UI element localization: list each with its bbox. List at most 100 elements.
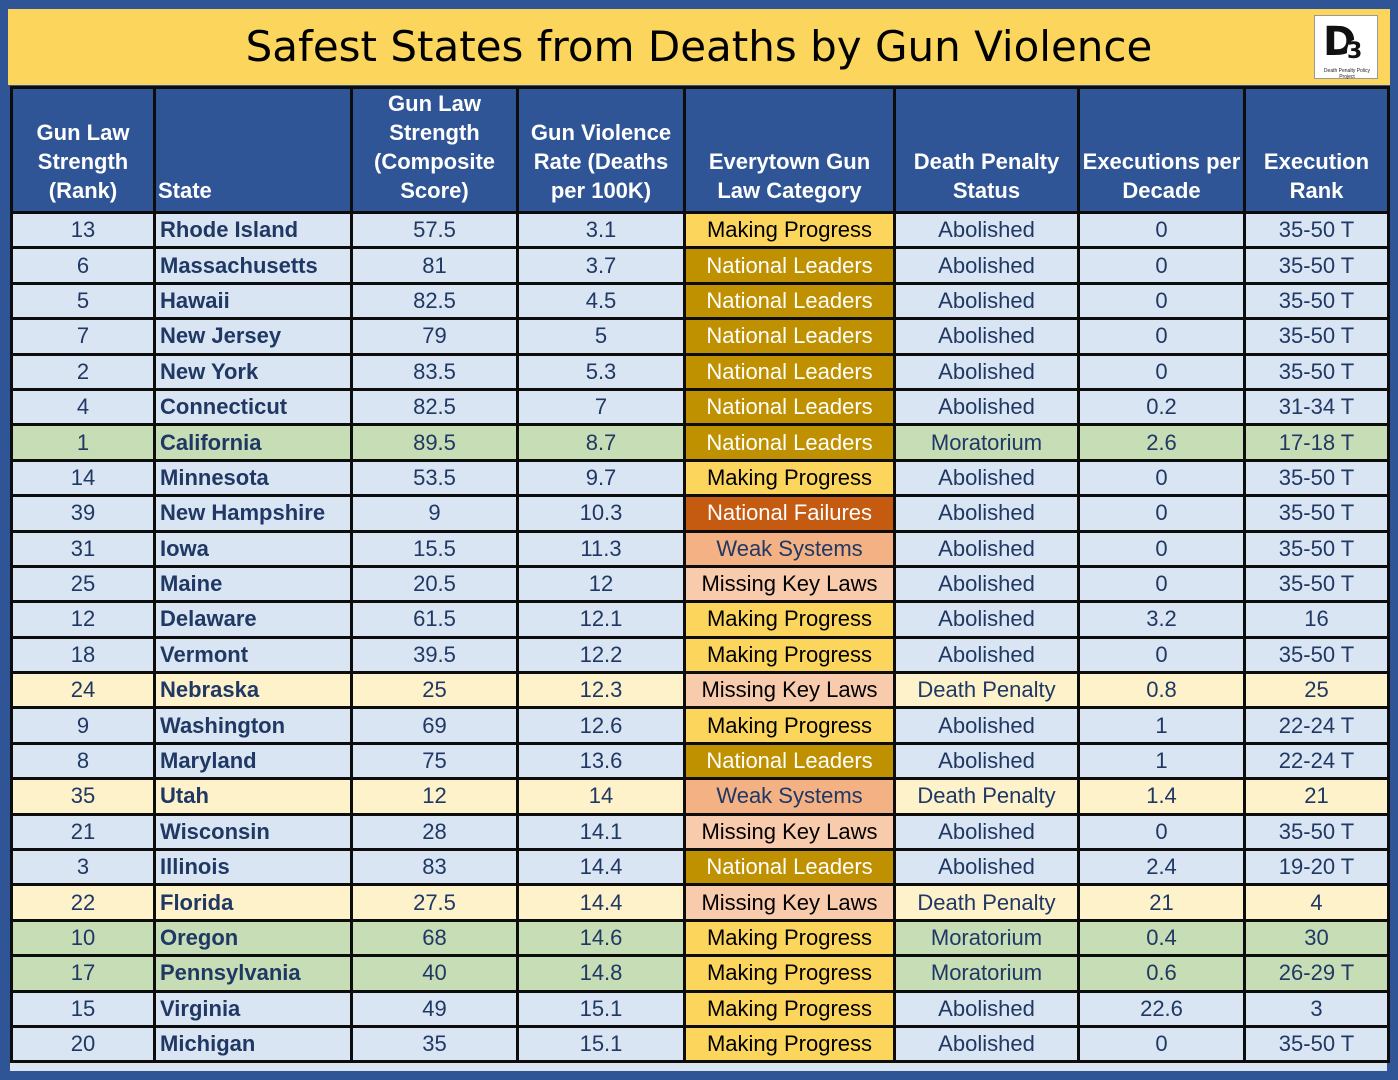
table-row: 25 Maine 20.5 12 Missing Key Laws Abolished 0 3…	[10, 564, 1390, 604]
cell-execution-rank: 3	[1243, 989, 1390, 1029]
cell-executions: 1.4	[1077, 777, 1246, 816]
header-violence-rate: Gun Violence Rate (Deaths per 100K)	[516, 86, 686, 214]
cell-state: New Jersey	[153, 317, 353, 356]
cell-death-penalty: Abolished	[893, 246, 1080, 285]
cell-violence-rate: 14.4	[516, 883, 686, 922]
table-row: 2 New York 83.5 5.3 National Leaders Abolishe…	[10, 352, 1390, 391]
cell-execution-rank: 21	[1243, 777, 1390, 816]
cell-death-penalty: Moratorium	[893, 918, 1080, 958]
cell-executions: 0	[1077, 635, 1246, 675]
cell-violence-rate: 12.1	[516, 600, 686, 639]
cell-executions: 0	[1077, 352, 1246, 391]
cell-state: New York	[153, 352, 353, 391]
table-row: 1 California 89.5 8.7 National Leaders Morato…	[10, 423, 1390, 462]
cell-composite-score: 83.5	[350, 352, 519, 391]
table-row: 3 Illinois 83 14.4 National Leaders Abolished…	[10, 848, 1390, 887]
table-row: 24 Nebraska 25 12.3 Missing Key Laws Death Pe…	[10, 671, 1390, 710]
cell-rank: 35	[10, 777, 156, 816]
cell-death-penalty: Abolished	[893, 848, 1080, 887]
table-bottom-strip	[10, 1063, 1387, 1071]
cell-execution-rank: 26-29 T	[1243, 954, 1390, 993]
cell-death-penalty: Abolished	[893, 635, 1080, 675]
cell-composite-score: 61.5	[350, 600, 519, 639]
cell-rank: 7	[10, 317, 156, 356]
cell-execution-rank: 16	[1243, 600, 1390, 639]
cell-rank: 31	[10, 529, 156, 568]
cell-composite-score: 89.5	[350, 423, 519, 462]
cell-state: Washington	[153, 706, 353, 745]
cell-rank: 1	[10, 423, 156, 462]
cell-category: Making Progress	[683, 918, 896, 958]
cell-executions: 0	[1077, 1024, 1246, 1064]
cell-category: Making Progress	[683, 989, 896, 1029]
header-state: State	[153, 86, 353, 214]
cell-execution-rank: 4	[1243, 883, 1390, 922]
cell-death-penalty: Moratorium	[893, 423, 1080, 462]
cell-state: Hawaii	[153, 281, 353, 321]
table-row: 18 Vermont 39.5 12.2 Making Progress Abolishe…	[10, 635, 1390, 675]
cell-violence-rate: 8.7	[516, 423, 686, 462]
table-row: 14 Minnesota 53.5 9.7 Making Progress Abolish…	[10, 458, 1390, 498]
cell-violence-rate: 4.5	[516, 281, 686, 321]
cell-execution-rank: 19-20 T	[1243, 848, 1390, 887]
cell-violence-rate: 3.7	[516, 246, 686, 285]
cell-composite-score: 79	[350, 317, 519, 356]
cell-executions: 1	[1077, 706, 1246, 745]
cell-execution-rank: 35-50 T	[1243, 210, 1390, 250]
table-header-row: Gun Law Strength (Rank) State Gun Law Stre…	[10, 86, 1390, 214]
cell-category: Weak Systems	[683, 529, 896, 568]
logo-caption: Death Penalty Policy Project	[1323, 68, 1371, 80]
cell-execution-rank: 35-50 T	[1243, 812, 1390, 852]
cell-state: Illinois	[153, 848, 353, 887]
cell-executions: 22.6	[1077, 989, 1246, 1029]
cell-rank: 4	[10, 387, 156, 427]
cell-state: New Hampshire	[153, 494, 353, 533]
cell-rank: 2	[10, 352, 156, 391]
cell-state: Virginia	[153, 989, 353, 1029]
cell-execution-rank: 22-24 T	[1243, 706, 1390, 745]
cell-death-penalty: Abolished	[893, 1024, 1080, 1064]
table-row: 4 Connecticut 82.5 7 National Leaders Abolish…	[10, 387, 1390, 427]
cell-state: Florida	[153, 883, 353, 922]
table-row: 8 Maryland 75 13.6 National Leaders Abolished…	[10, 741, 1390, 781]
cell-state: Rhode Island	[153, 210, 353, 250]
cell-rank: 12	[10, 600, 156, 639]
cell-violence-rate: 14.6	[516, 918, 686, 958]
header-rank: Gun Law Strength (Rank)	[10, 86, 156, 214]
table-row: 17 Pennsylvania 40 14.8 Making Progress Morat…	[10, 954, 1390, 993]
cell-death-penalty: Abolished	[893, 281, 1080, 321]
table-row: 22 Florida 27.5 14.4 Missing Key Laws Death P…	[10, 883, 1390, 922]
cell-state: Vermont	[153, 635, 353, 675]
cell-violence-rate: 15.1	[516, 989, 686, 1029]
table-row: 20 Michigan 35 15.1 Making Progress Abolished…	[10, 1024, 1390, 1064]
cell-execution-rank: 22-24 T	[1243, 741, 1390, 781]
cell-state: Maryland	[153, 741, 353, 781]
cell-executions: 0	[1077, 564, 1246, 604]
cell-composite-score: 12	[350, 777, 519, 816]
cell-death-penalty: Death Penalty	[893, 883, 1080, 922]
cell-violence-rate: 14.8	[516, 954, 686, 993]
cell-category: Making Progress	[683, 635, 896, 675]
cell-executions: 2.4	[1077, 848, 1246, 887]
cell-death-penalty: Abolished	[893, 600, 1080, 639]
cell-composite-score: 53.5	[350, 458, 519, 498]
header-category: Everytown Gun Law Category	[683, 86, 896, 214]
data-table: Gun Law Strength (Rank) State Gun Law Stre…	[10, 86, 1390, 1064]
cell-composite-score: 49	[350, 989, 519, 1029]
cell-rank: 18	[10, 635, 156, 675]
cell-rank: 24	[10, 671, 156, 710]
cell-composite-score: 82.5	[350, 281, 519, 321]
cell-death-penalty: Abolished	[893, 812, 1080, 852]
cell-rank: 17	[10, 954, 156, 993]
cell-executions: 0	[1077, 494, 1246, 533]
cell-execution-rank: 35-50 T	[1243, 317, 1390, 356]
cell-death-penalty: Abolished	[893, 317, 1080, 356]
cell-violence-rate: 7	[516, 387, 686, 427]
cell-violence-rate: 14.4	[516, 848, 686, 887]
cell-violence-rate: 5.3	[516, 352, 686, 391]
cell-state: California	[153, 423, 353, 462]
cell-execution-rank: 35-50 T	[1243, 564, 1390, 604]
cell-composite-score: 39.5	[350, 635, 519, 675]
cell-composite-score: 15.5	[350, 529, 519, 568]
